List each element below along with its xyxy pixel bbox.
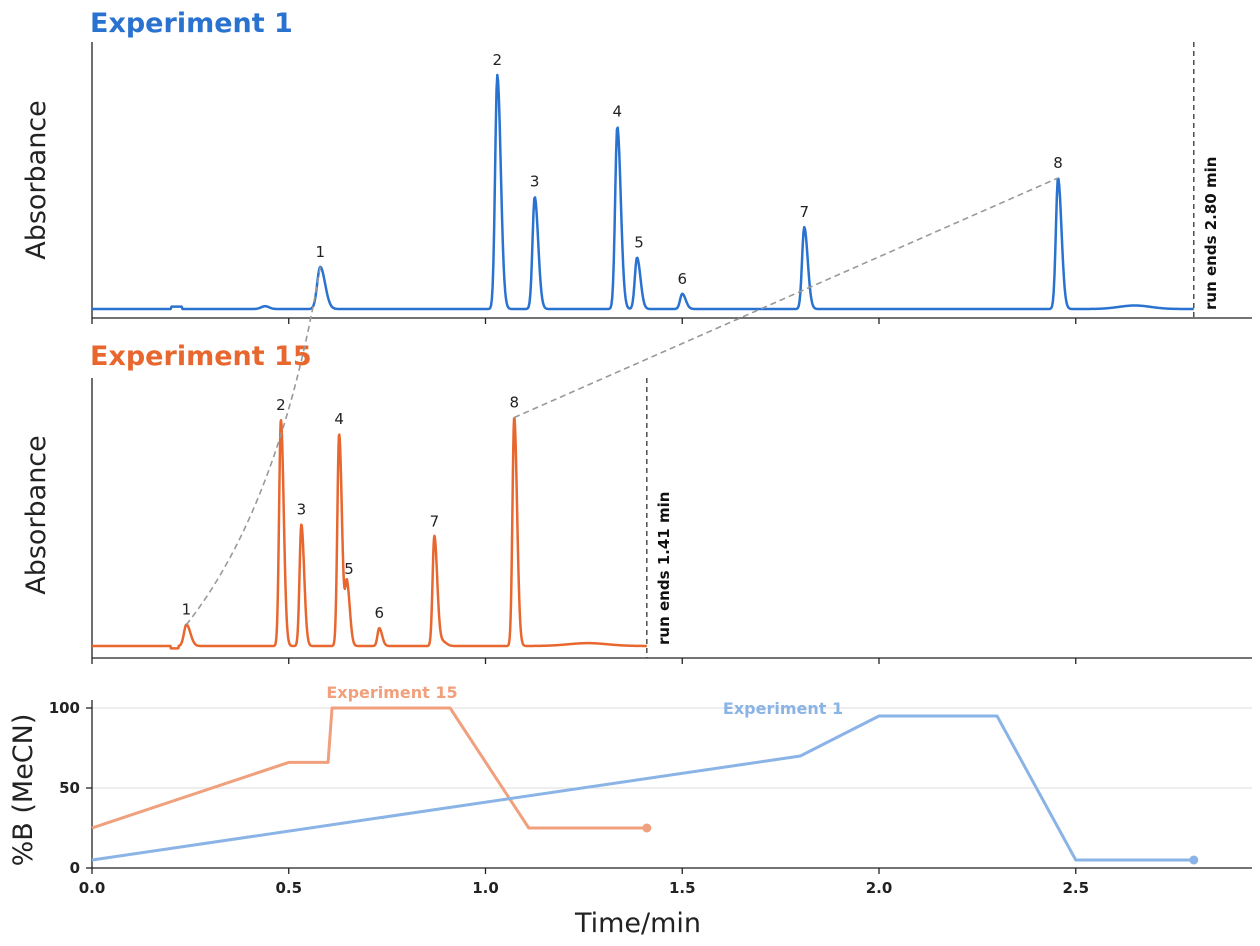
run-end-label-experiment-15: run ends 1.41 min bbox=[655, 492, 673, 645]
y-ticks-3: 0 50 100 bbox=[49, 699, 92, 877]
peak-label: 6 bbox=[374, 604, 384, 622]
peak-label: 4 bbox=[613, 102, 623, 120]
peak-label: 8 bbox=[509, 394, 519, 412]
gradient-line-experiment-15 bbox=[91, 706, 647, 830]
peak-label: 8 bbox=[1053, 154, 1063, 172]
panel-experiment-15: Experiment 15 Absorbance 1 2 3 4 5 6 7 8 run en… bbox=[21, 341, 1252, 664]
y-tick-label: 0 bbox=[70, 859, 80, 877]
panel-gradient: %B (MeCN) 0.0 0.5 1.0 1.5 2.0 2.5 0 50 100 Expe… bbox=[8, 683, 1252, 939]
panel-experiment-1: Experiment 1 Absorbance 1 2 3 4 5 6 7 8 run end… bbox=[21, 8, 1252, 324]
peak-label: 3 bbox=[530, 173, 540, 191]
chromatogram-trace-experiment-15 bbox=[91, 417, 648, 650]
y-tick-label: 50 bbox=[59, 779, 80, 797]
panel-title-experiment-15: Experiment 15 bbox=[90, 341, 312, 372]
peak-label: 7 bbox=[430, 513, 440, 531]
gradient-endpoint-experiment-15 bbox=[642, 823, 652, 833]
x-tick-label: 1.0 bbox=[472, 879, 499, 897]
peak-label: 6 bbox=[677, 270, 687, 288]
y-tick-label: 100 bbox=[49, 699, 80, 717]
peak-label: 2 bbox=[493, 51, 503, 69]
peak-label: 1 bbox=[182, 601, 192, 619]
gradient-endpoint-experiment-1 bbox=[1189, 855, 1199, 865]
run-end-label-experiment-1: run ends 2.80 min bbox=[1202, 157, 1220, 310]
peak-label: 4 bbox=[334, 410, 344, 428]
gradient-legend-experiment-1: Experiment 1 bbox=[723, 699, 843, 718]
x-ticks-2 bbox=[91, 658, 1077, 664]
peak-label: 3 bbox=[297, 501, 307, 519]
y-axis-label-absorbance-1: Absorbance bbox=[21, 100, 52, 260]
x-ticks-3: 0.0 0.5 1.0 1.5 2.0 2.5 bbox=[79, 868, 1089, 897]
peak-label: 2 bbox=[276, 396, 286, 414]
peak-8-connector bbox=[513, 177, 1059, 419]
chromatogram-trace-experiment-1 bbox=[91, 73, 1195, 311]
y-axis-label-percent-b: %B (MeCN) bbox=[8, 714, 39, 867]
peak-label: 5 bbox=[344, 560, 354, 578]
peak-label: 5 bbox=[634, 234, 644, 252]
peak-labels-experiment-1: 1 2 3 4 5 6 7 8 bbox=[315, 51, 1062, 288]
peak-label: 1 bbox=[315, 243, 325, 261]
x-tick-label: 1.5 bbox=[669, 879, 696, 897]
gradient-line-experiment-1 bbox=[91, 714, 1194, 862]
x-axis-label-time: Time/min bbox=[574, 908, 701, 939]
panel-title-experiment-1: Experiment 1 bbox=[90, 8, 293, 39]
x-tick-label: 0.0 bbox=[79, 879, 106, 897]
peak-label: 7 bbox=[799, 203, 809, 221]
x-tick-label: 2.5 bbox=[1062, 879, 1089, 897]
x-tick-label: 0.5 bbox=[275, 879, 302, 897]
peak-labels-experiment-15: 1 2 3 4 5 6 7 8 bbox=[182, 394, 519, 623]
x-tick-label: 2.0 bbox=[866, 879, 893, 897]
gradient-gridlines bbox=[92, 707, 1252, 789]
peak-1-connector bbox=[185, 266, 322, 626]
x-ticks-1 bbox=[91, 318, 1077, 324]
y-axis-label-absorbance-2: Absorbance bbox=[21, 435, 52, 595]
gradient-legend-experiment-15: Experiment 15 bbox=[326, 683, 457, 702]
